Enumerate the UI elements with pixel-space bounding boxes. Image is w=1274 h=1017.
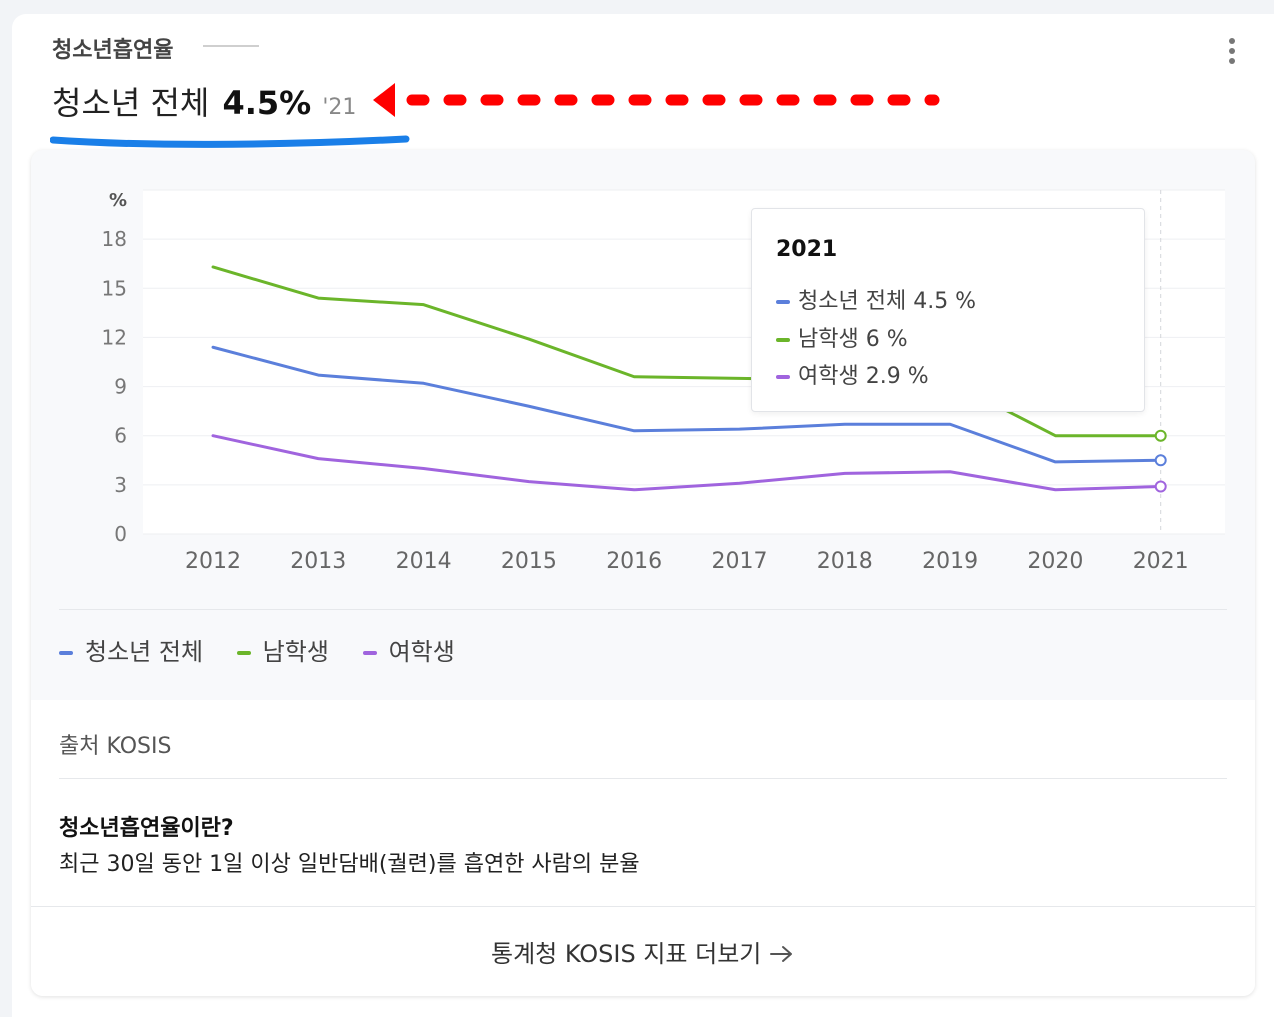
x-tick-label: 2018 xyxy=(817,549,873,574)
tooltip-swatch-male xyxy=(776,338,790,342)
x-tick-label: 2017 xyxy=(712,549,768,574)
legend-swatch-total xyxy=(59,651,73,655)
tooltip-year: 2021 xyxy=(776,237,838,262)
y-tick-label: 3 xyxy=(114,473,127,497)
definition-title: 청소년흡연율이란? xyxy=(59,816,234,841)
x-tick-label: 2012 xyxy=(185,549,241,574)
chart-tooltip: 2021 청소년 전체 4.5 % 남학생 6 % 여학생 2.9 % xyxy=(751,208,1145,412)
x-tick-label: 2019 xyxy=(922,549,978,574)
legend-label-male: 남학생 xyxy=(262,638,329,666)
chart-card: 0 3 6 9 12 15 18% 2012 2013 2014 2015 2016 2017 2018 2… xyxy=(31,150,1255,996)
legend-label-female: 여학생 xyxy=(388,638,455,666)
y-tick-label: 15 xyxy=(102,276,127,300)
kosis-more-link[interactable]: 통계청 KOSIS 지표 더보기 xyxy=(31,934,1255,969)
series-point-1 xyxy=(1154,429,1167,442)
x-tick-label: 2021 xyxy=(1133,549,1189,574)
tooltip-value-total: 4.5 % xyxy=(913,289,977,314)
tooltip-swatch-total xyxy=(776,300,790,304)
headline-year: '21 xyxy=(322,95,357,120)
tooltip-label-total: 청소년 전체 xyxy=(798,289,907,314)
legend-swatch-female xyxy=(362,651,377,655)
legend-label-total: 청소년 전체 xyxy=(85,638,204,666)
source-text: 출처 KOSIS xyxy=(59,734,172,759)
footer-divider xyxy=(31,906,1255,907)
x-tick-label: 2016 xyxy=(606,549,662,574)
tooltip-value-female: 2.9 % xyxy=(865,364,929,389)
legend-item-male[interactable]: 남학생 xyxy=(236,632,329,667)
series-point-0 xyxy=(1154,454,1167,467)
series-line-2 xyxy=(211,434,1163,492)
title-divider xyxy=(203,45,259,47)
chart-legend: 청소년 전체 남학생 여학생 xyxy=(59,632,481,667)
x-tick-label: 2014 xyxy=(396,549,452,574)
legend-swatch-male xyxy=(236,651,251,655)
x-tick-label: 2013 xyxy=(290,549,346,574)
info-section: 출처 KOSIS 청소년흡연율이란? 최근 30일 동안 1일 이상 일반담배(… xyxy=(31,700,1255,996)
y-axis-label: % xyxy=(109,190,127,211)
legend-item-female[interactable]: 여학생 xyxy=(362,632,455,667)
y-tick-label: 18 xyxy=(102,227,127,251)
x-tick-label: 2015 xyxy=(501,549,557,574)
x-tick-label: 2020 xyxy=(1027,549,1083,574)
series-point-2 xyxy=(1154,480,1167,493)
headline-value: 청소년 전체 4.5% '21 xyxy=(52,78,356,124)
legend-item-total[interactable]: 청소년 전체 xyxy=(59,632,203,667)
tooltip-swatch-female xyxy=(776,375,790,379)
y-tick-label: 9 xyxy=(114,375,127,399)
annotation-arrow xyxy=(373,83,940,117)
more-options-icon[interactable] xyxy=(1222,36,1242,66)
legend-divider xyxy=(59,609,1227,610)
annotation-underline xyxy=(50,135,410,148)
tooltip-label-male: 남학생 xyxy=(798,327,859,352)
kosis-more-label: 통계청 KOSIS 지표 더보기 xyxy=(490,940,762,968)
tooltip-row-female: 여학생 2.9 % xyxy=(776,358,929,390)
y-tick-label: 0 xyxy=(114,522,127,546)
headline-number: 4.5% xyxy=(222,84,312,122)
y-tick-label: 6 xyxy=(114,424,127,448)
series-line-0 xyxy=(211,345,1163,464)
y-tick-label: 12 xyxy=(102,325,127,349)
widget-title: 청소년흡연율 xyxy=(52,38,174,63)
headline-label: 청소년 전체 xyxy=(52,84,210,122)
arrow-right-icon xyxy=(770,946,793,962)
source-divider xyxy=(59,778,1227,779)
definition-text: 최근 30일 동안 1일 이상 일반담배(궐련)를 흡연한 사람의 분율 xyxy=(59,852,640,877)
tooltip-value-male: 6 % xyxy=(865,327,908,352)
tooltip-label-female: 여학생 xyxy=(798,364,859,389)
tooltip-row-total: 청소년 전체 4.5 % xyxy=(776,283,976,315)
tooltip-row-male: 남학생 6 % xyxy=(776,321,908,353)
